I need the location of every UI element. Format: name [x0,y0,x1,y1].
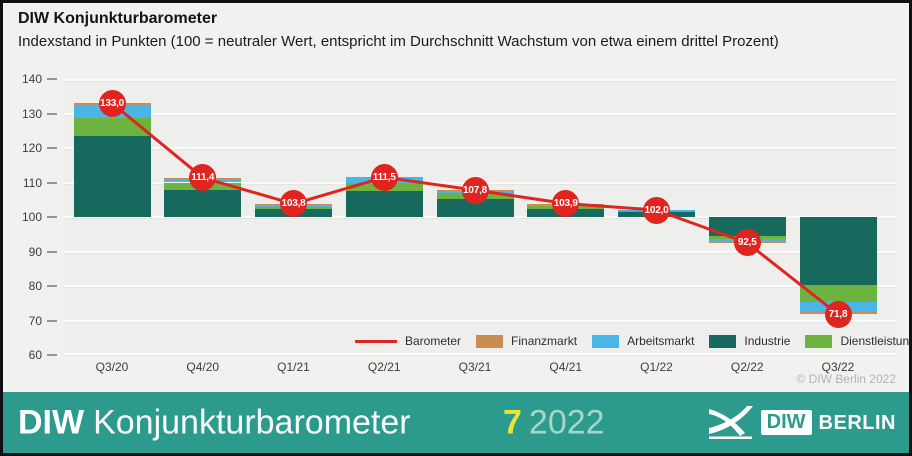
issue-number: 7 [503,403,522,441]
x-tick-label: Q2/22 [730,360,764,374]
bar-segment-industrie-q4-20 [164,190,242,217]
y-tick-label: 130 [21,106,42,121]
footer-issue: 7 2022 [503,403,605,442]
plot-area: 133,0 111,4 103,8 111,5 107,8 103,9 102,0 92,5 7… [64,79,896,355]
barometer-value-q4-20: 111,4 [189,164,217,192]
logo-diw-text: DIW [760,410,812,435]
legend-swatch-industrie [709,334,737,348]
footer-brand-name: Konjunkturbarometer [93,403,411,441]
gridline [64,250,896,253]
chart-subtitle: Indexstand in Punkten (100 = neutraler W… [18,33,779,50]
y-tick-mark [47,319,57,322]
gridline [64,353,896,355]
x-tick-label: Q1/21 [277,360,310,374]
legend-label: Dienstleistungen [840,334,910,348]
gridline [64,319,896,322]
legend-swatch-finanzmarkt [476,334,504,348]
y-tick-mark [47,354,57,356]
bar-segment-industrie-q3-22 [799,217,877,285]
diw-berlin-logo: DIW BERLIN [708,405,896,440]
legend-label: Finanzmarkt [511,334,578,348]
legend-swatch-barometer [355,339,397,343]
barometer-value-q2-21: 111,5 [370,163,398,191]
gridline [64,112,896,115]
x-tick-label: Q3/20 [95,360,129,374]
x-tick-label: Q3/22 [821,360,855,374]
legend-item-arbeitsmarkt: Arbeitsmarkt [592,334,694,348]
bar-segment-industrie-q3-20 [73,135,151,217]
legend-label: Industrie [744,334,791,348]
gridline [64,147,896,149]
barometer-value-q3-22: 71,8 [824,300,852,328]
barometer-value-q3-20: 133,0 [98,89,126,117]
legend-item-finanzmarkt: Finanzmarkt [476,334,577,348]
y-tick-label: 120 [21,141,42,155]
y-tick-label: 70 [28,313,42,328]
y-tick-label: 60 [28,348,42,362]
y-tick-mark [47,78,57,80]
chart-legend: Barometer Finanzmarkt Arbeitsmarkt Industri… [355,334,910,348]
y-tick-label: 90 [28,244,42,259]
y-tick-mark [47,147,57,149]
y-tick-label: 140 [21,72,42,86]
x-tick-label: Q3/21 [458,360,492,374]
issue-year: 2022 [528,403,605,441]
gridline [64,79,896,81]
bar-segment-industrie-q2-21 [345,190,423,217]
legend-item-dienstleistungen: Dienstleistungen [805,334,910,348]
y-tick-label: 100 [21,210,42,224]
barometer-value-q1-22: 102,0 [643,196,670,224]
barometer-value-q3-21: 107,8 [461,176,489,204]
x-axis: Q3/20 Q4/20 Q1/21 Q2/21 Q3/21 Q4/21 Q1/22 Q2/22… [64,360,896,378]
legend-item-barometer: Barometer [355,334,461,348]
footer-brand-bold: DIW [18,403,85,441]
footer-banner: DIW Konjunkturbarometer 7 2022 DIW BERLIN [3,392,909,453]
y-tick-mark [47,181,57,184]
y-tick-label: 110 [22,175,42,190]
y-tick-mark [47,250,57,253]
y-tick-mark [47,112,57,115]
footer-brand: DIW Konjunkturbarometer [18,403,411,442]
diw-swoosh-icon [708,405,753,439]
y-tick-label: 80 [28,279,42,293]
barometer-value-q4-21: 103,9 [552,190,580,218]
legend-item-industrie: Industrie [709,334,790,348]
barometer-value-q2-22: 92,5 [733,229,761,257]
gridline [64,285,896,287]
bar-segment-dienstleistungen-q3-22 [799,284,877,302]
y-axis: 140 130 120 110 100 90 80 70 60 [3,72,64,362]
bar-segment-dienstleistungen-q3-20 [73,117,151,136]
x-tick-label: Q4/21 [549,360,583,374]
legend-label: Barometer [405,334,462,348]
x-tick-label: Q2/21 [367,360,401,374]
chart-title: DIW Konjunkturbarometer [18,10,218,27]
y-tick-mark [47,216,57,218]
copyright-note: © DIW Berlin 2022 [796,372,896,386]
legend-swatch-dienstleistungen [805,334,833,348]
legend-label: Arbeitsmarkt [627,334,695,348]
x-tick-label: Q1/22 [640,360,673,374]
logo-berlin-text: BERLIN [818,411,896,434]
barometer-value-q1-21: 103,8 [280,190,307,218]
y-tick-mark [47,285,57,287]
x-tick-label: Q4/20 [186,360,220,374]
legend-swatch-arbeitsmarkt [592,334,620,348]
